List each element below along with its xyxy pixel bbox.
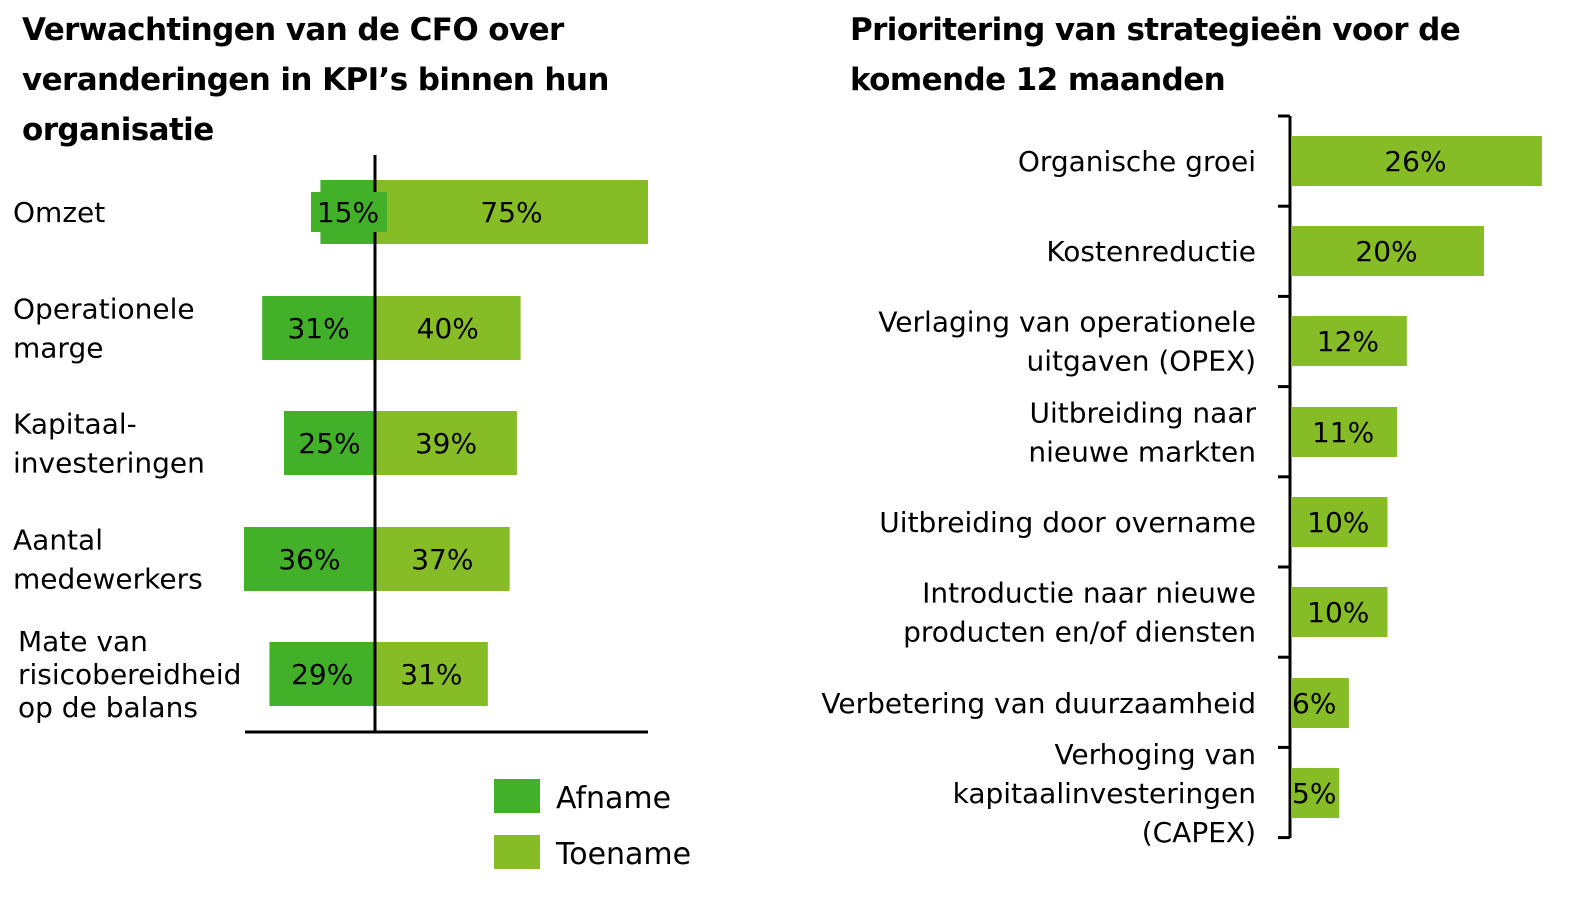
data-label-afname: 36% <box>278 543 340 576</box>
bar <box>1291 226 1484 276</box>
category-label: Mate van <box>18 625 148 658</box>
left-chart-title: Verwachtingen van de CFO over veranderin… <box>22 12 609 148</box>
bar <box>1291 136 1542 186</box>
category-label: (CAPEX) <box>1142 816 1256 849</box>
category-label: medewerkers <box>13 563 203 596</box>
category-label: Verhoging van <box>1054 738 1256 771</box>
category-label: investeringen <box>13 447 205 480</box>
bar-afname <box>243 527 375 591</box>
legend-swatch-toename <box>494 835 540 869</box>
category-label: Uitbreiding door overname <box>879 506 1256 539</box>
category-label: Uitbreiding naar <box>1030 397 1257 430</box>
category-label: op de balans <box>18 691 198 724</box>
bar <box>1291 497 1388 547</box>
bar-toename <box>375 180 648 244</box>
data-label: 26% <box>1384 145 1446 178</box>
category-label: Organische groei <box>1018 145 1256 178</box>
data-label-toename: 37% <box>411 543 473 576</box>
category-label: kapitaalinvesteringen <box>953 777 1256 810</box>
bar-toename <box>375 527 510 591</box>
bar <box>1291 768 1340 818</box>
data-label: 5% <box>1292 777 1336 810</box>
data-label-toename: 75% <box>480 196 542 229</box>
category-label: risicobereidheid <box>18 658 241 691</box>
data-label-afname: 25% <box>298 427 360 460</box>
category-label: producten en/of diensten <box>903 616 1256 649</box>
data-label-afname: 31% <box>287 312 349 345</box>
legend-swatch-afname <box>494 779 540 813</box>
data-label: 10% <box>1307 506 1369 539</box>
category-label: Verbetering van duurzaamheid <box>821 687 1256 720</box>
bar-toename <box>375 296 521 360</box>
data-label: 20% <box>1355 235 1417 268</box>
right-chart-title: Prioritering van strategieën voor de kom… <box>850 12 1461 98</box>
bar-label-bg <box>311 192 387 232</box>
bar <box>1291 407 1398 457</box>
data-label-afname: 15% <box>317 196 379 229</box>
bar-toename <box>375 642 488 706</box>
category-label: Kapitaal- <box>13 408 137 441</box>
category-label: Verlaging van operationele <box>878 306 1256 339</box>
data-label: 12% <box>1317 325 1379 358</box>
category-label: uitgaven (OPEX) <box>1026 345 1256 378</box>
data-label: 11% <box>1312 416 1374 449</box>
category-label: Kostenreductie <box>1046 235 1256 268</box>
category-label: Omzet <box>13 196 105 229</box>
data-label-toename: 40% <box>417 312 479 345</box>
bar <box>1291 678 1349 728</box>
category-label: Aantal <box>13 524 103 557</box>
category-label: marge <box>13 332 103 365</box>
bar <box>1291 316 1407 366</box>
category-label: nieuwe markten <box>1028 436 1256 469</box>
category-label: Operationele <box>13 293 195 326</box>
data-label-toename: 39% <box>415 427 477 460</box>
bar-afname <box>269 642 375 706</box>
data-label-afname: 29% <box>291 658 353 691</box>
data-label-toename: 31% <box>400 658 462 691</box>
legend-label-afname: Afname <box>556 781 671 816</box>
category-label: Introductie naar nieuwe <box>922 577 1256 610</box>
data-label: 10% <box>1307 596 1369 629</box>
bar <box>1291 587 1388 637</box>
legend-label-toename: Toename <box>555 837 691 872</box>
data-label: 6% <box>1292 687 1336 720</box>
bar-afname <box>262 296 375 360</box>
bar-toename <box>375 411 517 475</box>
bar-afname <box>284 411 375 475</box>
